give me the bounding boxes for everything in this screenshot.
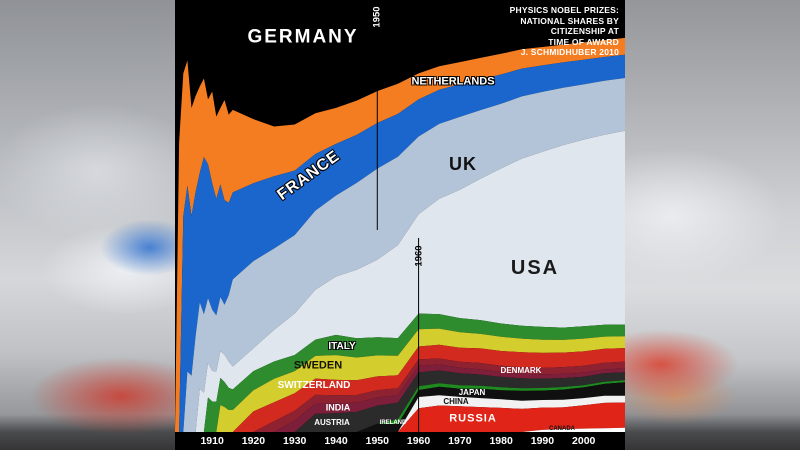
area-sweden	[175, 328, 625, 432]
area-uk	[175, 78, 625, 432]
area-france	[175, 54, 625, 432]
area-canada	[175, 427, 625, 432]
chart-title-block: PHYSICS NOBEL PRIZES: NATIONAL SHARES BY…	[510, 5, 619, 58]
title-line-1: PHYSICS NOBEL PRIZES:	[509, 5, 619, 15]
area-switzerland	[175, 344, 625, 432]
area-italy	[175, 313, 625, 432]
title-line-3: CITIZENSHIP AT	[550, 26, 619, 36]
x-axis: 1910 1920 1930 1940 1950 1960 1970 1980 1990 2000	[175, 432, 625, 450]
area-germany	[175, 0, 625, 432]
gridline-label-1960: 1960	[413, 245, 425, 267]
area-china	[175, 395, 625, 432]
x-tick-1910: 1910	[200, 435, 224, 447]
area-india	[175, 364, 625, 432]
x-tick-1920: 1920	[241, 435, 266, 447]
nobel-prize-share-chart: GERMANY NETHERLANDS FRANCE UK USA ITALY SWEDEN…	[175, 0, 625, 450]
x-tick-1960: 1960	[406, 435, 431, 447]
area-usa	[175, 130, 625, 432]
x-tick-1970: 1970	[448, 435, 472, 447]
title-line-2: NATIONAL SHARES BY	[520, 15, 619, 26]
title-credit: J. SCHMIDHUBER 2010	[520, 47, 619, 57]
x-tick-1980: 1980	[489, 435, 513, 447]
area-austria	[175, 370, 625, 432]
x-tick-1940: 1940	[324, 435, 348, 447]
area-japan	[175, 382, 625, 432]
x-tick-2000: 2000	[572, 435, 596, 447]
area-netherlands	[175, 37, 625, 432]
title-line-4: TIME OF AWARD	[548, 36, 619, 47]
blurred-background-right	[622, 0, 800, 450]
x-tick-1990: 1990	[530, 435, 555, 447]
x-tick-1950: 1950	[365, 435, 389, 447]
x-tick-1930: 1930	[283, 435, 307, 447]
area-russia	[175, 402, 625, 432]
gridline-label-1950: 1950	[371, 6, 383, 28]
stacked-area-plot	[175, 0, 625, 432]
blurred-background-left	[0, 0, 178, 450]
